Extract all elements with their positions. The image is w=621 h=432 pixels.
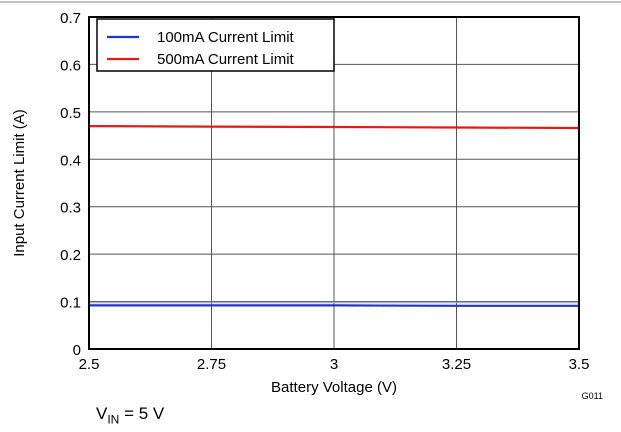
legend-box (96, 18, 335, 72)
y-tick-label: 0.2 (60, 247, 81, 264)
y-tick-label: 0.3 (60, 200, 81, 217)
y-axis-label: Input Current Limit (A) (11, 109, 28, 257)
y-tick-label: 0.6 (60, 57, 81, 74)
footnote-subscript: IN (107, 412, 120, 427)
y-tick-label: 0 (73, 342, 81, 359)
legend-label: 100mA Current Limit (157, 29, 295, 46)
x-tick-label: 3.5 (569, 356, 590, 373)
y-tick-label: 0.5 (60, 105, 81, 122)
x-tick-label: 3.25 (442, 356, 471, 373)
series-line-500ma (88, 125, 580, 130)
legend: 100mA Current Limit 500mA Current Limit (96, 18, 335, 72)
y-tick-label: 0.7 (60, 10, 81, 27)
x-axis-label: Battery Voltage (V) (271, 379, 397, 396)
legend-label: 500mA Current Limit (157, 51, 295, 68)
figure-id: G011 (582, 391, 603, 401)
x-tick-label: 3 (330, 356, 338, 373)
footnote-prefix: V (96, 404, 108, 423)
tick-labels: 0 0.1 0.2 0.3 0.4 0.5 0.6 0.7 2.5 2.75 3 3.25 3.5 (60, 10, 589, 373)
y-tick-label: 0.4 (60, 152, 81, 169)
series-layer (88, 125, 580, 307)
x-tick-label: 2.75 (197, 356, 226, 373)
plot-frame (88, 16, 580, 350)
y-tick-label: 0.1 (60, 295, 81, 312)
x-tick-label: 2.5 (79, 356, 100, 373)
vin-condition-note: VIN = 5 V (96, 404, 164, 426)
footnote-suffix: = 5 V (119, 404, 165, 423)
